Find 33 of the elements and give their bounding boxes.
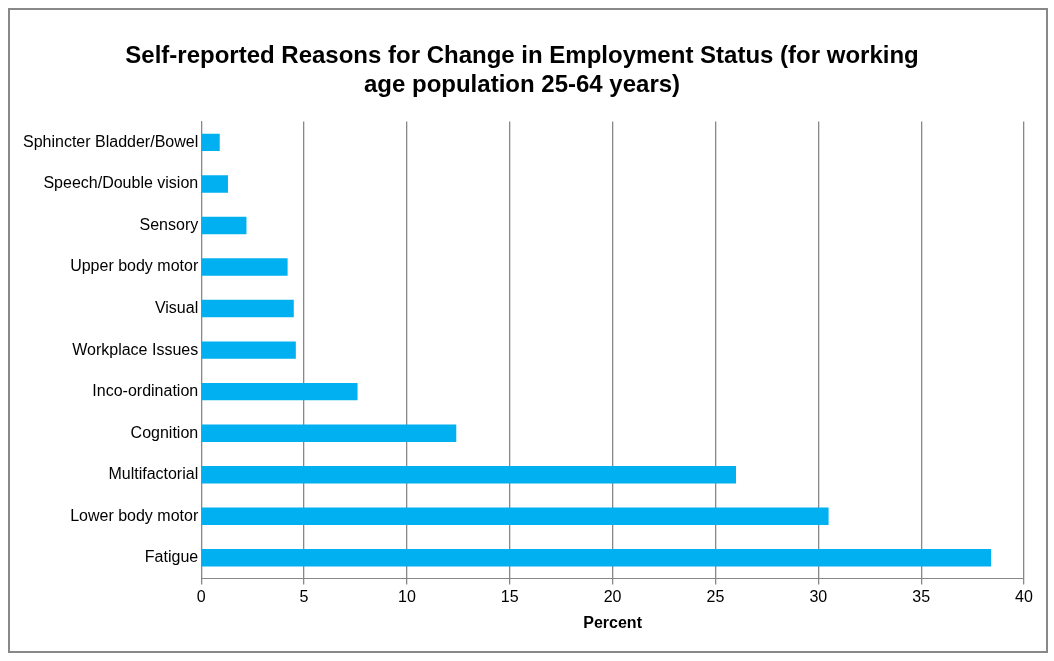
x-tick-label: 30	[809, 587, 828, 605]
y-tick-label: Visual	[154, 298, 199, 316]
y-tick-label: Multifactorial	[108, 465, 199, 483]
x-tick-label: 5	[299, 587, 309, 605]
y-tick-label: Fatigue	[144, 548, 199, 566]
y-tick-label: Lower body motor	[70, 506, 199, 524]
bar	[201, 549, 992, 567]
bar	[201, 382, 358, 401]
y-tick-label: Inco-ordination	[92, 382, 199, 400]
bar	[201, 216, 247, 235]
bar	[201, 175, 228, 193]
x-tick-label: 10	[398, 587, 416, 605]
bar	[201, 299, 294, 318]
x-tick-label: 25	[706, 587, 725, 605]
bar	[201, 424, 457, 442]
chart-title: Self-reported Reasons for Change in Employment Status (for working age population 25-64 years)	[125, 41, 919, 97]
y-tick-label: Speech/Double vision	[43, 174, 199, 192]
y-tick-label: Workplace Issues	[72, 340, 199, 358]
y-tick-label: Sensory	[139, 215, 199, 233]
bar	[201, 133, 220, 152]
x-tick-label: 0	[196, 587, 206, 605]
bar	[201, 341, 296, 359]
y-tick-label: Upper body motor	[70, 257, 199, 275]
bar	[201, 466, 737, 484]
bar	[201, 507, 829, 526]
x-tick-label: 35	[912, 587, 931, 605]
x-tick-label: 20	[603, 587, 622, 605]
bar	[201, 258, 288, 276]
x-axis-title: Percent	[583, 613, 643, 631]
x-tick-label: 15	[500, 587, 519, 605]
y-tick-label: Cognition	[130, 423, 199, 441]
y-tick-label: Sphincter Bladder/Bowel	[22, 132, 199, 150]
x-tick-label: 40	[1015, 587, 1033, 605]
